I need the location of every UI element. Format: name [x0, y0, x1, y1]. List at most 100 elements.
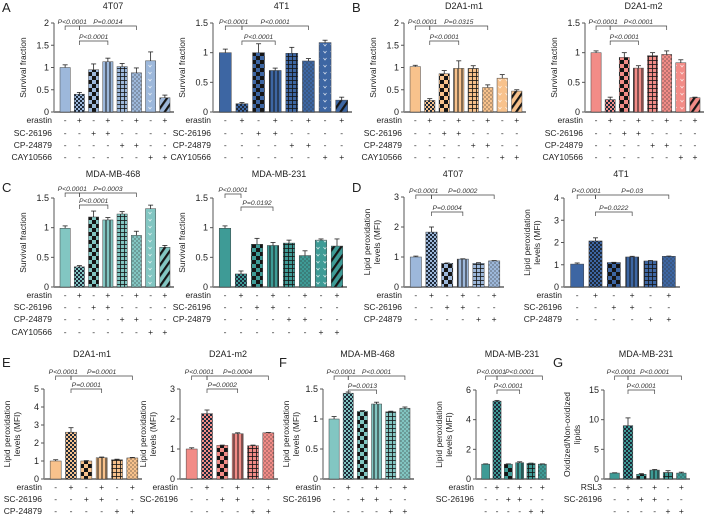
treatment-sign: +	[540, 482, 545, 492]
chart-title: D2A1-m1	[445, 1, 483, 11]
chart-title: 4T07	[443, 169, 464, 179]
treatment-sign: -	[252, 482, 255, 492]
bar	[661, 256, 676, 288]
bar	[130, 72, 142, 113]
bar	[318, 42, 332, 113]
treatment-sign: -	[257, 115, 260, 125]
y-tick-label: 1	[44, 223, 49, 233]
y-axis-label: Survival fraction	[177, 37, 187, 98]
treatment-sign: -	[272, 327, 275, 337]
p-value-label: P=0.03	[621, 188, 643, 195]
p-value-label: P=0.0003	[93, 186, 123, 193]
treatment-label: CP-24879	[364, 314, 403, 324]
treatment-sign: -	[496, 494, 499, 504]
bar	[481, 463, 490, 480]
treatment-sign: -	[121, 302, 124, 312]
treatment-sign: +	[456, 128, 461, 138]
bar	[456, 258, 469, 288]
treatment-sign: +	[105, 128, 110, 138]
bar	[282, 242, 296, 288]
bar	[102, 61, 114, 113]
treatment-sign: +	[476, 314, 481, 324]
bar	[252, 52, 265, 113]
treatment-sign: -	[78, 128, 81, 138]
treatment-sign: -	[163, 140, 166, 150]
treatment-sign: -	[224, 314, 227, 324]
treatment-sign: -	[609, 128, 612, 138]
treatment-label: CAY10566	[12, 152, 53, 162]
treatment-sign: +	[456, 115, 461, 125]
treatment-sign: -	[121, 128, 124, 138]
y-tick-label: 0	[203, 107, 208, 117]
significance-bracket	[206, 388, 239, 393]
treatment-sign: -	[135, 302, 138, 312]
treatment-sign: -	[613, 506, 616, 516]
chart-11: MDA-MB-231 Lipid peroxidationlevels (MFI)…	[434, 349, 550, 516]
bar	[453, 68, 465, 113]
treatment-sign: -	[149, 140, 152, 150]
treatment-sign: -	[612, 314, 615, 324]
treatment-label: erastin	[26, 115, 52, 125]
treatment-sign: +	[360, 494, 365, 504]
p-value-label: P<0.0001	[477, 369, 507, 376]
treatment-label: erastin	[376, 115, 402, 125]
treatment-sign: -	[116, 482, 119, 492]
y-tick-label: 15	[589, 385, 599, 395]
treatment-sign: -	[78, 302, 81, 312]
treatment-sign: -	[224, 290, 227, 300]
treatment-sign: -	[640, 506, 643, 516]
bar	[59, 228, 71, 288]
treatment-sign: +	[289, 140, 294, 150]
treatment-sign: -	[236, 506, 239, 516]
y-tick-label: 0.5	[305, 444, 318, 454]
bar	[675, 62, 687, 113]
chart-2: B D2A1-m1 Survival fraction 0 0.5 1 1.5 2 P<0.00…	[352, 0, 526, 162]
treatment-sign: -	[623, 152, 626, 162]
treatment-label: CP-24879	[14, 314, 53, 324]
treatment-label: SC-26196	[173, 128, 212, 138]
p-value-label: P<0.0001	[572, 188, 602, 195]
treatment-sign: -	[78, 327, 81, 337]
significance-bracket	[595, 194, 670, 199]
treatment-sign: -	[241, 152, 244, 162]
treatment-sign: -	[472, 152, 475, 162]
treatment-sign: +	[492, 314, 497, 324]
bar	[689, 97, 701, 113]
treatment-sign: -	[304, 302, 307, 312]
bar	[606, 262, 621, 288]
significance-bracket	[240, 206, 274, 211]
treatment-sign: -	[106, 140, 109, 150]
chart-10: F MDA-MB-468 Lipid peroxidationlevels (MFI…	[279, 349, 414, 516]
bar	[285, 53, 299, 113]
p-value-label: P<0.0001	[408, 19, 438, 26]
y-axis-label: Survival fraction	[368, 37, 378, 98]
bar	[59, 67, 71, 113]
treatment-sign: -	[665, 152, 668, 162]
treatment-sign: -	[70, 494, 73, 504]
y-axis-label-line: Lipid peroxidation	[434, 401, 444, 468]
y-tick-label: 0.5	[195, 252, 208, 262]
bar	[73, 266, 85, 288]
bar	[515, 462, 524, 480]
treatment-sign: -	[336, 302, 339, 312]
y-tick-label: 2	[554, 238, 559, 248]
y-tick-label: 0.5	[386, 85, 399, 95]
bar	[636, 474, 647, 480]
treatment-sign: +	[388, 506, 393, 516]
treatment-sign: +	[235, 494, 240, 504]
treatment-label: CAY10566	[543, 152, 584, 162]
significance-bracket	[224, 193, 242, 198]
p-value-label: P<0.0001	[219, 19, 249, 26]
treatment-sign: +	[77, 115, 82, 125]
p-value-label: P=0.0002	[448, 188, 478, 195]
treatment-label: erastin	[16, 482, 42, 492]
treatment-sign: -	[257, 152, 260, 162]
y-tick-label: 2	[34, 438, 39, 448]
treatment-sign: -	[493, 302, 496, 312]
treatment-sign: -	[651, 115, 654, 125]
treatment-sign: -	[501, 140, 504, 150]
p-value-label: P<0.0001	[218, 187, 248, 194]
treatment-label: SC-26196	[364, 128, 403, 138]
treatment-sign: +	[692, 152, 697, 162]
